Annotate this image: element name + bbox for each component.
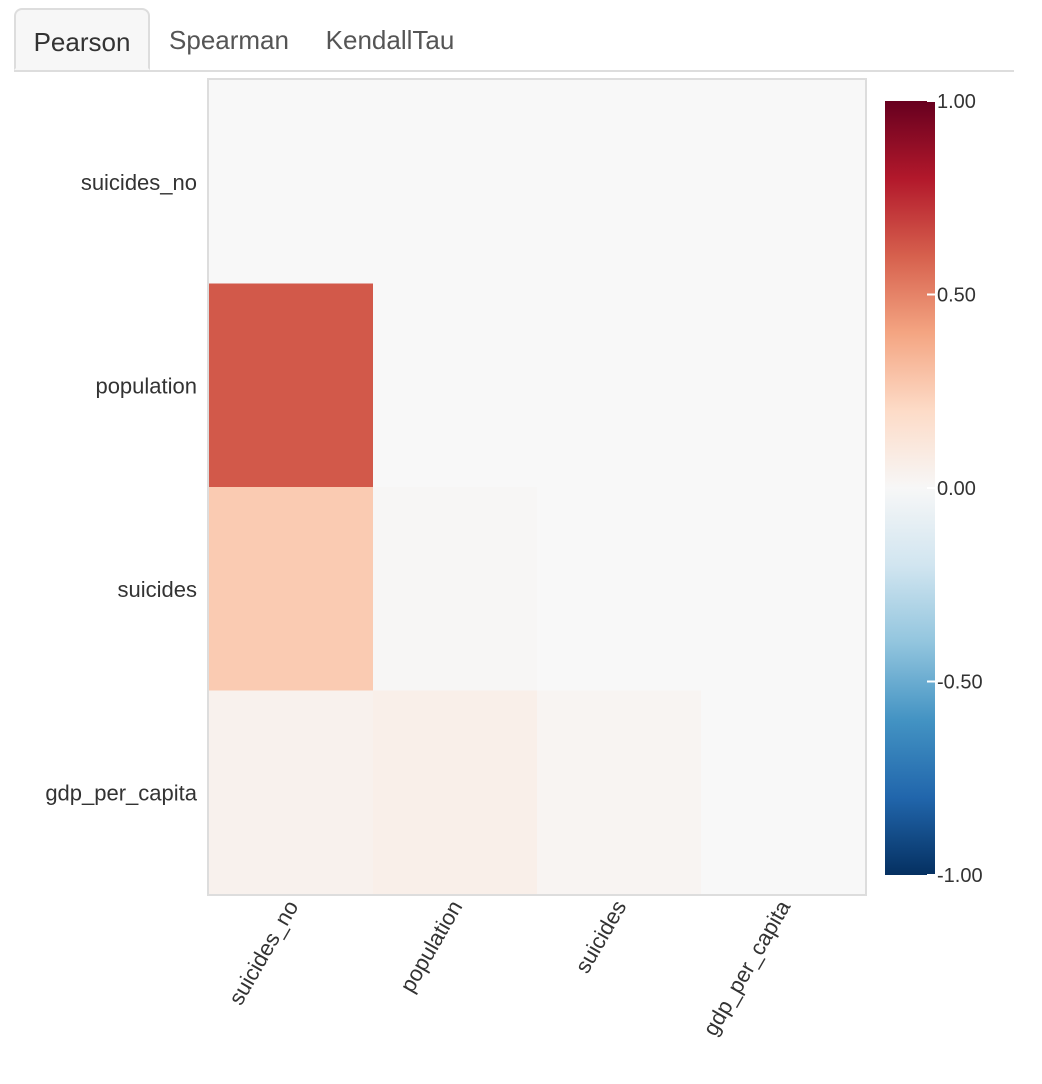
y-tick-label: gdp_per_capita (45, 780, 197, 805)
heatmap-cell (209, 690, 374, 895)
colorbar-tick-label: 1.00 (937, 91, 976, 113)
heatmap-cell (209, 487, 374, 691)
colorbar-tick-label: 0.50 (937, 285, 976, 307)
tab-kendalltau[interactable]: KendallTau (325, 25, 455, 55)
heatmap-cell (701, 80, 866, 284)
heatmap-cell (373, 487, 538, 691)
correlation-heatmap: suicides_no population suicides gdp_per_cap… (45, 78, 983, 1040)
heatmap-cell (537, 283, 702, 488)
heatmap-cell (373, 283, 538, 488)
heatmap-cell (373, 80, 538, 284)
heatmap-cell (537, 80, 702, 284)
colorbar-tick-label: -1.00 (937, 865, 983, 887)
heatmap-cell (537, 690, 702, 895)
x-tick-label: suicides (570, 896, 631, 977)
y-tick-label: suicides_no (81, 170, 197, 195)
heatmap-cell (701, 690, 866, 895)
tab-pearson[interactable]: Pearson (14, 8, 150, 70)
y-tick-label: suicides (118, 577, 197, 602)
tab-bar: Pearson Spearman KendallTau (14, 8, 1014, 72)
x-axis-labels: suicides_no population suicides gdp_per_cap… (224, 895, 796, 1040)
plot-frame (207, 78, 867, 896)
y-axis-labels: suicides_no population suicides gdp_per_cap… (45, 170, 197, 806)
heatmap-cell (701, 487, 866, 691)
colorbar-gradient (885, 101, 935, 875)
heatmap-cell (209, 283, 374, 488)
colorbar-tick-label: 0.00 (937, 478, 976, 500)
heatmap-cell (537, 487, 702, 691)
x-tick-label: gdp_per_capita (698, 895, 796, 1040)
colorbar-tick-label: -0.50 (937, 672, 983, 694)
heatmap-cell (701, 283, 866, 488)
colorbar: 1.00 0.50 0.00 -0.50 -1.00 (885, 91, 983, 887)
colorbar-ticks: 1.00 0.50 0.00 -0.50 -1.00 (927, 91, 983, 887)
heatmap-cells (209, 80, 866, 895)
x-tick-label: suicides_no (224, 896, 304, 1009)
heatmap-cell (373, 690, 538, 895)
tab-spearman[interactable]: Spearman (169, 25, 289, 55)
x-tick-label: population (395, 896, 467, 996)
heatmap-cell (209, 80, 374, 284)
y-tick-label: population (95, 373, 197, 398)
